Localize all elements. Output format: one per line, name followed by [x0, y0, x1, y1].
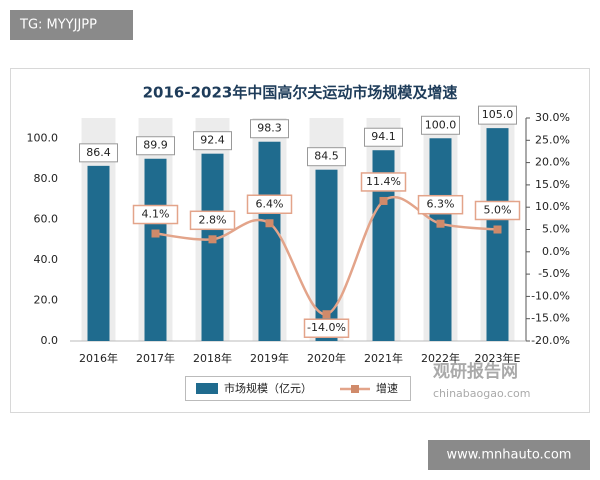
bar-value-label: 92.4: [200, 134, 225, 147]
bar-label-box: [193, 131, 232, 151]
y2-tick-label: -15.0%: [531, 312, 570, 325]
bar: [429, 138, 452, 341]
y2-tick-label: 20.0%: [535, 156, 570, 169]
y-tick-label: 0.0: [41, 334, 59, 347]
y-tick-label: 20.0: [34, 293, 59, 306]
legend-box: [185, 376, 411, 401]
watermark-text: www.mnhauto.com: [447, 448, 572, 463]
line-label-box: [474, 200, 521, 221]
bar: [87, 165, 110, 341]
logo-text: 观研报告网: [432, 361, 518, 382]
watermark-box: [428, 440, 590, 470]
bar-value-label: 89.9: [143, 139, 168, 152]
line-label-box: [132, 204, 179, 225]
legend-label: 市场规模（亿元）: [224, 381, 312, 395]
bar: [258, 141, 281, 341]
line-value-label: 4.1%: [142, 208, 170, 221]
bar-label-box: [421, 115, 460, 135]
bar-label-box: [79, 143, 118, 163]
bar: [315, 169, 338, 341]
y-tick-label: 100.0: [27, 131, 59, 144]
x-tick-label: 2023年E: [475, 351, 521, 365]
x-tick-label: 2016年: [79, 351, 118, 365]
legend-swatch: [196, 383, 218, 394]
bar-label-box: [478, 105, 517, 125]
y2-tick-label: -5.0%: [538, 267, 570, 280]
line-label-box: [360, 172, 407, 192]
line-label-box: [246, 194, 293, 215]
y2-tick-label: 5.0%: [542, 223, 570, 236]
y2-tick-label: 0.0%: [542, 245, 570, 258]
y2-tick-label: 15.0%: [535, 178, 570, 191]
bar-label-box: [364, 127, 403, 147]
line-marker: [379, 196, 388, 205]
legend-label: 增速: [376, 381, 398, 395]
y2-tick-label: -20.0%: [531, 334, 570, 347]
y2-tick-label: 10.0%: [535, 200, 570, 213]
y2-tick-label: 25.0%: [535, 133, 570, 146]
logo-url: chinabaogao.com: [433, 387, 531, 400]
line-marker: [322, 310, 331, 319]
bar-label-box: [307, 147, 346, 167]
x-tick-label: 2018年: [193, 351, 232, 365]
bar-value-label: 100.0: [425, 118, 457, 131]
watermark-box: [10, 10, 133, 40]
legend-swatch: [351, 385, 359, 393]
bar-value-label: 86.4: [86, 146, 111, 159]
bar-label-box: [136, 136, 175, 156]
bar-value-label: 105.0: [482, 108, 514, 121]
line-value-label: 6.3%: [427, 198, 455, 211]
x-tick-label: 2017年: [136, 351, 175, 365]
line-marker: [436, 219, 445, 228]
y2-tick-label: -10.0%: [531, 289, 570, 302]
line-marker: [493, 225, 502, 234]
y-tick-label: 80.0: [34, 172, 59, 185]
line-value-label: 2.8%: [199, 213, 227, 226]
y2-tick-label: 30.0%: [535, 111, 570, 124]
watermark-text: TG: MYYJJPP: [19, 18, 97, 33]
bar: [486, 128, 509, 341]
bar: [144, 158, 167, 341]
x-tick-label: 2019年: [250, 351, 289, 365]
chart-title: 2016-2023年中国高尔夫运动市场规模及增速: [143, 84, 458, 102]
bar-value-label: 84.5: [314, 150, 339, 163]
x-tick-label: 2021年: [364, 351, 403, 365]
line-label-box: [417, 194, 464, 215]
line-value-label: -14.0%: [307, 321, 346, 334]
bar-value-label: 94.1: [371, 130, 396, 143]
bar-value-label: 98.3: [257, 122, 282, 135]
line-marker: [265, 219, 274, 228]
bar-label-box: [250, 119, 289, 139]
bar: [201, 153, 224, 341]
line-marker: [208, 235, 217, 244]
line-label-box: [189, 210, 236, 231]
line-value-label: 6.4%: [256, 197, 284, 210]
x-tick-label: 2020年: [307, 351, 346, 365]
line-value-label: 5.0%: [484, 204, 512, 217]
line-label-box: [303, 318, 350, 338]
x-tick-label: 2022年: [421, 351, 460, 365]
y-tick-label: 60.0: [34, 212, 59, 225]
line-value-label: 11.4%: [366, 175, 401, 188]
y-tick-label: 40.0: [34, 253, 59, 266]
line-marker: [151, 229, 160, 238]
